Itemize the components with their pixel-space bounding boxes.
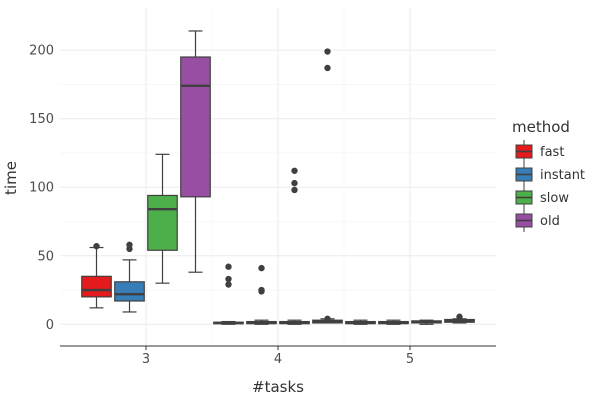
y-tick-label: 150 bbox=[29, 112, 54, 127]
outlier-point bbox=[126, 241, 133, 248]
y-tick-label: 100 bbox=[29, 181, 54, 196]
outlier-point bbox=[324, 48, 331, 55]
outlier-point bbox=[291, 167, 298, 174]
box-body bbox=[147, 194, 178, 251]
legend-item-instant: instant bbox=[515, 163, 585, 186]
legend-label: instant bbox=[540, 168, 585, 183]
x-tick-label: 4 bbox=[274, 352, 282, 367]
legend: method fast instant slow old bbox=[512, 118, 585, 232]
y-axis-title: time bbox=[2, 161, 20, 195]
outlier-point bbox=[258, 286, 265, 294]
box-instant-4 bbox=[246, 264, 277, 325]
legend-item-slow: slow bbox=[515, 186, 569, 209]
box-fast-4 bbox=[213, 263, 244, 325]
legend-label: slow bbox=[540, 191, 569, 206]
box-fast-3 bbox=[81, 242, 112, 309]
legend-items: fast instant slow old bbox=[515, 140, 585, 232]
x-tick-label: 5 bbox=[406, 352, 414, 367]
legend-item-fast: fast bbox=[515, 140, 564, 163]
outlier-point bbox=[225, 281, 232, 288]
box-instant-3 bbox=[114, 241, 145, 313]
marks-layer bbox=[81, 30, 475, 325]
outlier-point bbox=[291, 179, 298, 187]
box-old-5 bbox=[444, 313, 475, 324]
box-slow-5 bbox=[411, 319, 442, 325]
outlier-point bbox=[324, 64, 331, 72]
box-old-3 bbox=[180, 30, 211, 273]
axis-layer: 0 50 100 150 200 3 4 5 bbox=[29, 44, 496, 367]
box-body bbox=[180, 56, 211, 198]
y-tick-label: 50 bbox=[37, 249, 54, 264]
outlier-point bbox=[456, 313, 463, 320]
legend-label: fast bbox=[540, 145, 564, 160]
box-instant-5 bbox=[378, 319, 409, 325]
legend-title: method bbox=[512, 118, 570, 136]
outlier-point bbox=[324, 315, 331, 323]
outlier-point bbox=[291, 186, 298, 194]
grid-layer bbox=[60, 8, 496, 346]
box-slow-4 bbox=[279, 167, 310, 325]
box-fast-5 bbox=[345, 319, 376, 325]
outlier-point bbox=[225, 263, 232, 270]
x-tick-label: 3 bbox=[142, 352, 150, 367]
box-body bbox=[81, 275, 112, 298]
box-old-4 bbox=[312, 48, 343, 324]
x-axis-title: #tasks bbox=[252, 378, 304, 396]
outlier-point bbox=[93, 242, 100, 250]
box-slow-3 bbox=[147, 153, 178, 284]
legend-label: old bbox=[540, 214, 560, 229]
box-body bbox=[114, 281, 145, 302]
outlier-point bbox=[258, 264, 265, 272]
y-tick-label: 0 bbox=[46, 318, 54, 333]
legend-item-old: old bbox=[515, 209, 560, 232]
y-tick-label: 200 bbox=[29, 44, 54, 59]
outlier-point bbox=[225, 275, 232, 283]
